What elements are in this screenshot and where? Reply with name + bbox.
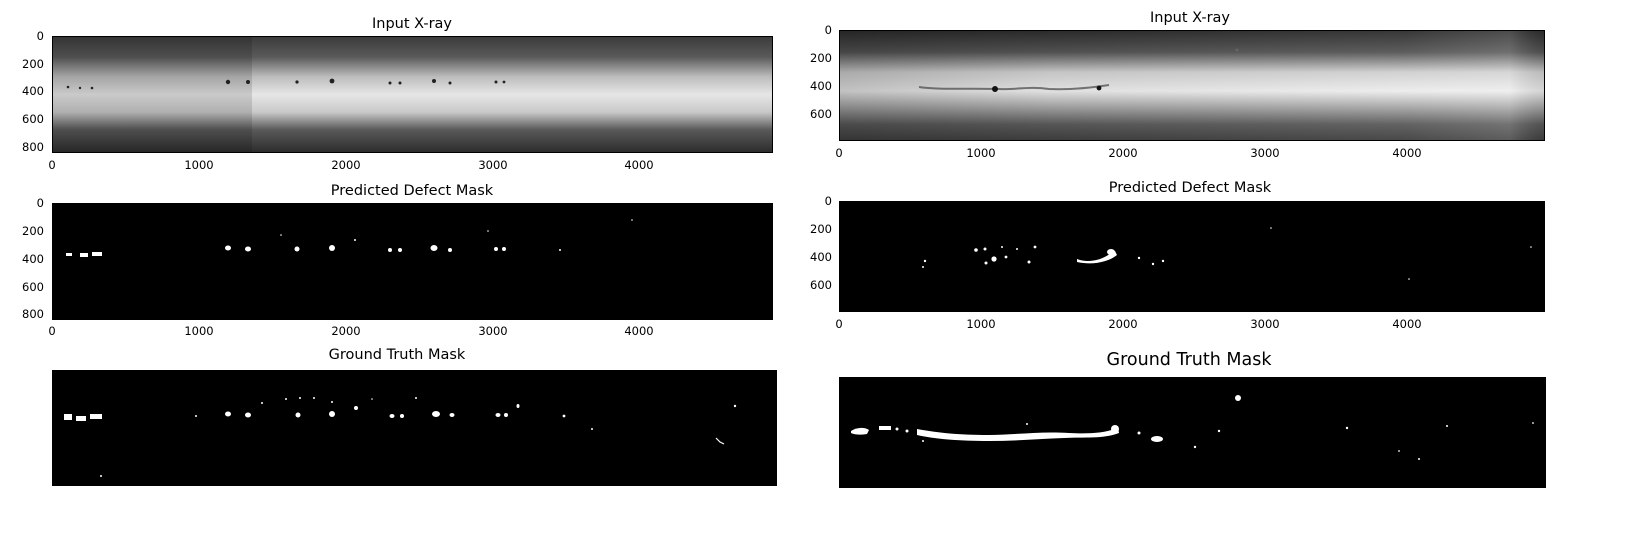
- xtick-label: 0: [835, 146, 843, 160]
- ytick-label: 800: [22, 140, 44, 154]
- xtick-label: 2000: [1108, 146, 1138, 160]
- xtick-label: 4000: [1392, 146, 1422, 160]
- gt-defect-blobs-left: [64, 397, 737, 477]
- input-xray-image-right: [839, 30, 1545, 141]
- xtick-label: 1000: [966, 317, 996, 331]
- xtick-label: 2000: [331, 158, 361, 172]
- gt-defect-blobs-right: [851, 395, 1534, 460]
- input-xray-title-left: Input X-ray: [371, 16, 453, 32]
- xtick-label: 0: [835, 317, 843, 331]
- pred-mask-title-left: Predicted Defect Mask: [330, 183, 494, 199]
- pred-mask-image-right: [839, 201, 1545, 312]
- xtick-label: 1000: [966, 146, 996, 160]
- ytick-label: 0: [824, 194, 832, 208]
- xtick-label: 4000: [624, 324, 654, 338]
- xtick-label: 1000: [184, 324, 214, 338]
- ytick-label: 200: [22, 57, 44, 71]
- pred-mask-title-right: Predicted Defect Mask: [1108, 180, 1272, 196]
- pred-mask-image-left: [52, 203, 773, 320]
- input-xray-title-right: Input X-ray: [1149, 10, 1231, 26]
- ytick-label: 200: [22, 224, 44, 238]
- gt-mask-image-right: [839, 377, 1546, 488]
- ytick-label: 200: [810, 222, 832, 236]
- xtick-label: 0: [48, 158, 56, 172]
- xtick-label: 1000: [184, 158, 214, 172]
- gt-mask-image-left: [52, 370, 777, 486]
- xtick-label: 3000: [478, 158, 508, 172]
- xtick-label: 3000: [1250, 317, 1280, 331]
- ytick-label: 400: [22, 252, 44, 266]
- gt-mask-title-left: Ground Truth Mask: [328, 347, 466, 363]
- ytick-label: 0: [36, 29, 44, 43]
- gt-mask-title-right: Ground Truth Mask: [1106, 350, 1272, 370]
- ytick-label: 800: [22, 307, 44, 321]
- ytick-label: 600: [810, 107, 832, 121]
- ytick-label: 0: [36, 196, 44, 210]
- ytick-label: 0: [824, 23, 832, 37]
- xtick-label: 3000: [1250, 146, 1280, 160]
- input-xray-image-left: [52, 36, 773, 153]
- ytick-label: 200: [810, 51, 832, 65]
- ytick-label: 400: [810, 250, 832, 264]
- pred-defect-blobs-left: [66, 219, 633, 257]
- xtick-label: 4000: [624, 158, 654, 172]
- xray-defect-spots-left: [66, 78, 506, 90]
- ytick-label: 600: [22, 112, 44, 126]
- xtick-label: 0: [48, 324, 56, 338]
- ytick-label: 600: [810, 278, 832, 292]
- xtick-label: 4000: [1392, 317, 1422, 331]
- xtick-label: 2000: [331, 324, 361, 338]
- ytick-label: 400: [810, 79, 832, 93]
- xtick-label: 3000: [478, 324, 508, 338]
- xtick-label: 2000: [1108, 317, 1138, 331]
- ytick-label: 400: [22, 84, 44, 98]
- ytick-label: 600: [22, 280, 44, 294]
- pred-defect-blobs-right: [922, 227, 1532, 280]
